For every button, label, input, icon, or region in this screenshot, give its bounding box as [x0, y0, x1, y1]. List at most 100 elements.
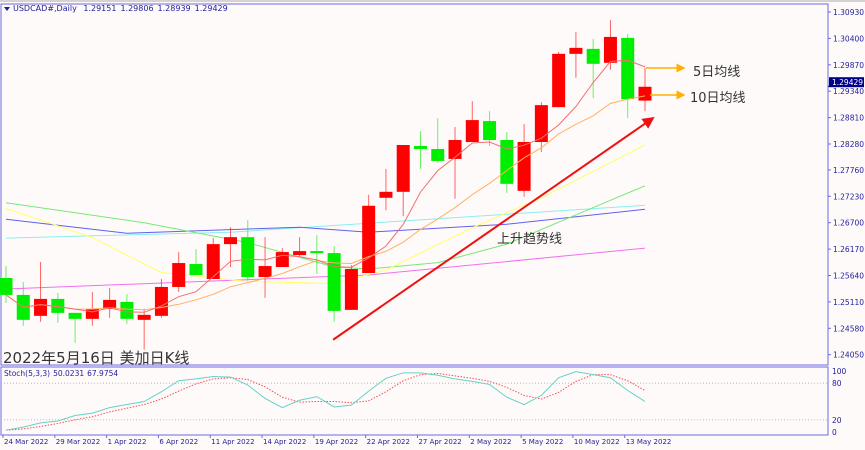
candle-body: [103, 299, 117, 309]
candle-body: [189, 264, 203, 276]
time-tick-label: 11 Apr 2022: [211, 438, 254, 446]
uptrend-line: [332, 116, 655, 341]
dropdown-triangle-icon[interactable]: [4, 6, 10, 11]
time-tick-label: 6 Apr 2022: [159, 438, 198, 446]
candle: [293, 237, 307, 258]
candle-body: [68, 312, 82, 319]
candle-body: [569, 47, 583, 54]
candle: [34, 262, 48, 322]
low-value: 1.28939: [157, 4, 191, 13]
candle-body: [517, 142, 531, 191]
time-tick-label: 19 Apr 2022: [315, 438, 358, 446]
time-tick-label: 10 May 2022: [574, 438, 620, 446]
candle-body: [413, 145, 427, 149]
price-tick-label: 1.27760: [833, 166, 864, 175]
time-tick-label: 13 May 2022: [626, 438, 672, 446]
current-price-tag: [829, 77, 864, 88]
main-panel-frame: [0, 3, 829, 366]
time-tick-label: 27 Apr 2022: [418, 438, 461, 446]
candle: [137, 308, 151, 350]
candle: [241, 220, 255, 281]
stoch-panel-frame: [0, 366, 829, 436]
candle: [603, 19, 617, 70]
price-tick-label: 1.25110: [833, 298, 864, 307]
candle-body: [379, 191, 393, 198]
candle: [552, 51, 566, 108]
candle-body: [500, 140, 514, 184]
candle-body: [224, 237, 238, 245]
high-value: 1.29806: [120, 4, 154, 13]
stoch-k-line: [5, 371, 646, 431]
candle-body: [431, 148, 445, 161]
price-tick-label: 1.25640: [833, 272, 864, 281]
candle-body: [172, 263, 186, 287]
candle: [500, 132, 514, 193]
candle: [310, 235, 324, 275]
candle: [569, 31, 583, 78]
candle: [534, 102, 548, 152]
ma-line-blue: [5, 208, 646, 234]
candle: [327, 246, 341, 322]
stoch-level-label: 100: [832, 367, 847, 376]
ma5-annotation: 5日均线: [693, 65, 741, 80]
candle-body: [621, 37, 635, 100]
candle-body: [206, 244, 220, 279]
stoch-label: Stoch(5,3,3) 50.0231 67.9754: [4, 369, 121, 378]
open-value: 1.29151: [83, 4, 117, 13]
candle: [154, 278, 168, 318]
time-tick-label: 22 Apr 2022: [367, 438, 410, 446]
time-tick-label: 1 Apr 2022: [108, 438, 147, 446]
price-tick-label: 1.24580: [833, 324, 864, 333]
candle: [465, 101, 479, 143]
stoch-d-value: 67.9754: [87, 369, 119, 378]
price-tick-label: 1.29340: [833, 87, 864, 96]
candle-body: [0, 277, 13, 295]
candle: [379, 168, 393, 211]
candle: [431, 118, 445, 163]
candle-body: [586, 48, 600, 64]
candle-body: [241, 237, 255, 277]
candle: [362, 194, 376, 274]
time-tick-label: 29 Mar 2022: [56, 438, 100, 446]
candle: [483, 111, 497, 146]
candle: [258, 237, 272, 298]
time-tick-label: 5 May 2022: [522, 438, 563, 446]
price-tick-label: 1.30400: [833, 34, 864, 43]
candle-body: [137, 314, 151, 320]
candle: [172, 252, 186, 292]
candle-body: [327, 253, 341, 311]
candle: [586, 38, 600, 99]
current-price-label: 1.29429: [832, 78, 863, 87]
candle-body: [275, 252, 289, 268]
candle: [396, 144, 410, 217]
symbol-label: USDCAD#,Daily: [13, 4, 77, 13]
candle-body: [362, 205, 376, 274]
stoch-level-label: 0: [832, 428, 837, 437]
candle: [224, 227, 238, 268]
candle: [413, 131, 427, 169]
candle-body: [51, 298, 65, 313]
price-tick-label: 1.28280: [833, 140, 864, 149]
trendline-annotation: 上升趋势线: [497, 232, 563, 247]
candle-body: [534, 105, 548, 143]
candle-body: [34, 298, 48, 316]
candle-body: [344, 269, 358, 310]
stoch-k-value: 50.0231: [53, 369, 85, 378]
ma10-annotation: 10日均线: [690, 91, 746, 106]
candle-body: [310, 251, 324, 254]
price-tick-label: 1.24050: [833, 351, 864, 360]
candle-body: [603, 36, 617, 63]
candle: [206, 238, 220, 279]
time-tick-label: 14 Apr 2022: [263, 438, 306, 446]
close-value: 1.29429: [194, 4, 228, 13]
price-tick-label: 1.27230: [833, 192, 864, 201]
stoch-d-line: [5, 372, 646, 431]
candle: [344, 265, 358, 310]
candle-body: [293, 251, 307, 256]
stoch-name: Stoch(5,3,3): [4, 369, 51, 378]
time-tick-label: 2 May 2022: [470, 438, 511, 446]
price-tick-label: 1.26170: [833, 245, 864, 254]
price-tick-label: 1.29870: [833, 61, 864, 70]
candle-body: [465, 120, 479, 143]
